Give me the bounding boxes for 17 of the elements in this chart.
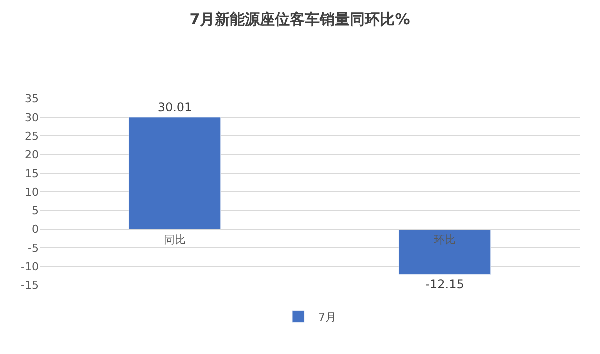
legend-label: 7月 [318,311,336,324]
data-label: -12.15 [426,278,464,292]
y-tick-label: 5 [32,204,39,218]
data-label: 30.01 [158,100,192,114]
y-tick-label: -5 [28,242,39,255]
chart-title: 7月新能源座位客车销量同环比% [190,10,410,29]
x-tick-label: 环比 [434,234,456,247]
y-tick-label: 35 [25,92,39,106]
y-tick-label: 0 [32,223,39,236]
y-tick-label: -10 [21,260,39,274]
y-tick-label: -15 [21,279,39,292]
y-tick-label: 10 [25,186,39,199]
y-tick-label: 20 [25,148,39,162]
y-tick-label: 30 [25,111,39,124]
x-tick-label: 同比 [164,234,186,247]
y-tick-label: 25 [25,130,39,143]
y-tick-label: 15 [25,167,39,180]
